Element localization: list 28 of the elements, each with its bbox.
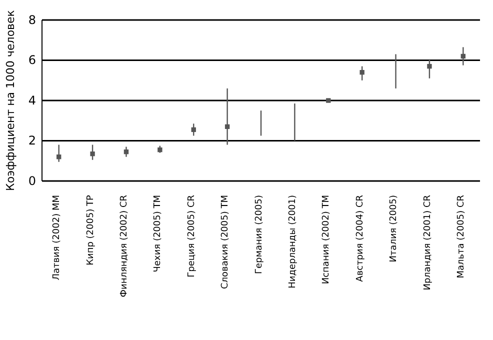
x-tick-label: Германия (2005) <box>254 195 264 274</box>
y-tick-label: 4 <box>28 93 36 108</box>
x-tick-label: Австрия (2004) CR <box>355 195 366 282</box>
x-tick-label: Ирландия (2001) CR <box>422 195 433 290</box>
point <box>427 64 432 69</box>
x-tick-label: Италия (2005) <box>389 195 400 262</box>
x-tick-label: Финляндия (2002) CR <box>120 195 130 298</box>
x-tick-label: Кипр (2005) ТР <box>86 194 96 266</box>
x-tick-label: Греция (2005) CR <box>186 195 197 278</box>
x-tick-label: Нидерланды (2001) <box>288 195 298 288</box>
y-tick-label: 0 <box>28 174 36 188</box>
point <box>360 70 364 75</box>
point <box>56 154 62 160</box>
x-tick-label: Чехия (2005) ТМ <box>153 195 164 272</box>
point <box>191 127 196 132</box>
y-tick-label: 8 <box>28 12 36 27</box>
point <box>124 149 129 154</box>
x-tick-label: Мальта (2005) CR <box>456 195 466 278</box>
point <box>224 124 230 130</box>
x-tick-label: Словакия (2005) ТМ <box>220 195 231 289</box>
y-axis-title: Коэффициент на 1000 человек <box>4 10 17 191</box>
x-tick-label: Испания (2002) ТМ <box>322 195 332 284</box>
y-tick-label: 6 <box>28 53 36 68</box>
point <box>90 151 95 156</box>
x-tick-label: Латвия (2002) ММ <box>52 195 62 280</box>
point <box>460 54 466 59</box>
y-tick-label: 2 <box>28 134 36 148</box>
point <box>326 98 331 103</box>
